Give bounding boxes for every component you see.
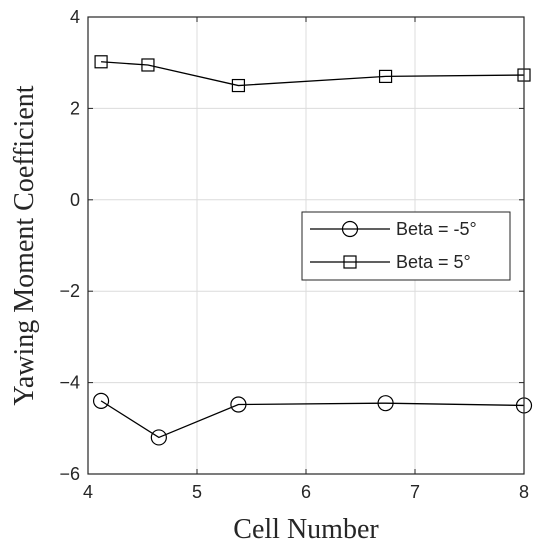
legend-box [301,211,511,281]
data-point [230,396,247,413]
y-tick-label: 2 [70,98,80,118]
legend: Beta = -5° Beta = 5° [301,211,511,281]
x-tick-label: 4 [83,482,93,502]
data-point [231,78,246,93]
data-point [141,58,155,72]
x-tick-label: 8 [519,482,529,502]
legend-marker [341,220,359,238]
series-line [101,61,525,87]
ticks [87,16,525,475]
x-tick-label: 6 [301,482,311,502]
x-axis-title: Cell Number [233,514,379,545]
x-tick-label: 5 [192,482,202,502]
legend-label: Beta = -5° [396,219,477,239]
tick-labels: 4 5 6 7 8 −6 −4 −2 0 2 4 [59,7,529,502]
data-point [92,392,110,409]
legend-marker [343,255,357,269]
series-line [100,400,525,439]
x-tick-label: 7 [410,482,420,502]
y-tick-label: 4 [70,7,80,27]
y-tick-label: −6 [59,464,80,484]
legend-label: Beta = 5° [396,252,471,272]
y-axis-title: Yawing Moment Coefficient [9,85,40,405]
data-point [94,55,108,69]
data-point [150,429,167,446]
data-point [378,69,393,84]
y-tick-label: −4 [59,373,80,393]
data-point [377,395,394,412]
y-tick-label: 0 [70,190,80,210]
y-tick-label: −2 [59,281,80,301]
